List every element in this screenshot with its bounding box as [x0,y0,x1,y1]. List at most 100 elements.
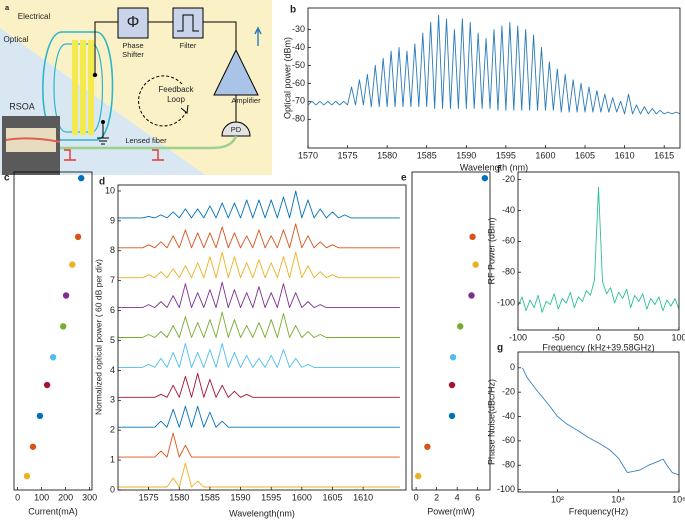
x-tick-label: 1610 [615,150,635,160]
x-tick-label: 10⁴ [611,494,625,504]
y-tick-label: 2 [110,425,115,435]
x-tick-label: 1600 [535,150,555,160]
data-line [118,462,400,488]
y-axis-label: Phase Noise(dBc/Hz) [486,379,496,465]
y-tick-label: -40 [502,411,515,421]
data-point [69,261,76,268]
x-tick-label: 1595 [496,150,516,160]
x-axis-label: Power(mW) [427,506,475,516]
x-tick-label: 1570 [298,150,318,160]
axis-frame [13,171,93,491]
x-tick-label: 10² [551,494,564,504]
phase-shifter-label: Shifter [122,50,144,59]
x-tick-label: 4 [455,492,460,502]
data-line [118,432,400,458]
data-point [43,381,51,389]
y-tick-label: 0 [110,484,115,494]
data-line [118,343,400,368]
data-point [74,233,82,241]
x-axis-label: Wavelength (nm) [460,162,528,172]
phase-shifter-box [117,7,149,39]
y-tick-label: -60 [502,236,515,246]
y-tick-label: -60 [292,78,305,88]
plot-area [118,190,400,488]
panel-letter: f [497,165,501,176]
optical-label: Optical [4,35,29,44]
fiber-mount [152,149,164,161]
x-tick-label: 300 [82,492,97,502]
signal-arrow [254,26,262,46]
lensed-fiber-label: Lensed fiber [125,136,167,145]
data-point [49,354,57,361]
panel-letter: e [401,173,407,184]
feedback-label: Loop [167,95,185,104]
amplifier-label: Amplifier [231,96,261,105]
x-axis-label: Frequency(Hz) [569,506,629,516]
y-tick-label: 8 [110,245,115,255]
panel-letter: b [290,5,296,16]
y-tick-label: 4 [110,365,115,375]
y-tick-label: 1 [110,454,115,464]
amplifier [213,48,259,96]
coil-bar [88,40,94,135]
fiber-loop [42,31,114,141]
plot-area [23,174,85,480]
y-tick-label: 9 [110,215,115,225]
data-line [118,372,400,398]
x-tick-label: 100 [671,332,685,342]
y-tick-label: -20 [502,174,515,184]
junction [101,120,105,124]
y-tick-label: -40 [502,205,515,215]
plot-area [414,174,489,480]
x-tick-label: 1595 [261,492,281,502]
y-tick-label: 5 [110,335,115,345]
data-line [118,405,400,428]
lensed-fiber [60,135,238,150]
feedback-arrowhead [180,104,189,114]
y-tick-label: -30 [292,24,305,34]
wire [203,21,237,50]
feedback-label: Feedback [158,85,194,94]
data-point [457,323,464,330]
filter-symbol [177,14,199,32]
x-tick-label: 0 [15,492,20,502]
data-line [518,186,679,313]
data-point [469,233,476,241]
x-tick-label: 1575 [139,492,159,502]
plot-area [308,14,680,115]
x-tick-label: 1610 [353,492,373,502]
y-tick-label: -20 [502,387,515,397]
filter-label: Filter [180,41,197,50]
x-tick-label: 50 [634,332,644,342]
x-tick-label: -100 [509,332,527,342]
axis-frame [517,171,680,331]
y-tick-label: -80 [292,114,305,124]
y-tick-label: -80 [502,460,515,470]
pd-label: PD [231,125,242,134]
phase-shifter-label: Phase [122,41,143,50]
y-tick-label: 10 [105,185,115,195]
y-tick-label: 7 [110,275,115,285]
coil-bar [72,40,78,135]
y-tick-label: -50 [292,60,305,70]
x-tick-label: 0 [414,492,419,502]
data-line [118,190,400,219]
data-point [448,381,456,389]
data-point [414,472,422,480]
plot-area [522,367,679,476]
x-axis-label: Frequency (kHz+39.58GHz) [542,342,654,352]
x-tick-label: 1605 [322,492,342,502]
y-tick-label: 3 [110,395,115,405]
x-tick-label: 6 [475,492,480,502]
x-tick-label: 1600 [292,492,312,502]
axis-frame [307,7,681,149]
y-axis-label: Normalized optical power ( 60 dB per div… [93,259,103,415]
x-tick-label: 1590 [456,150,476,160]
y-tick-label: -40 [292,42,305,52]
coil-bar [80,40,86,135]
ground [97,137,109,145]
data-point [481,174,489,182]
x-tick-label: 1580 [377,150,397,160]
